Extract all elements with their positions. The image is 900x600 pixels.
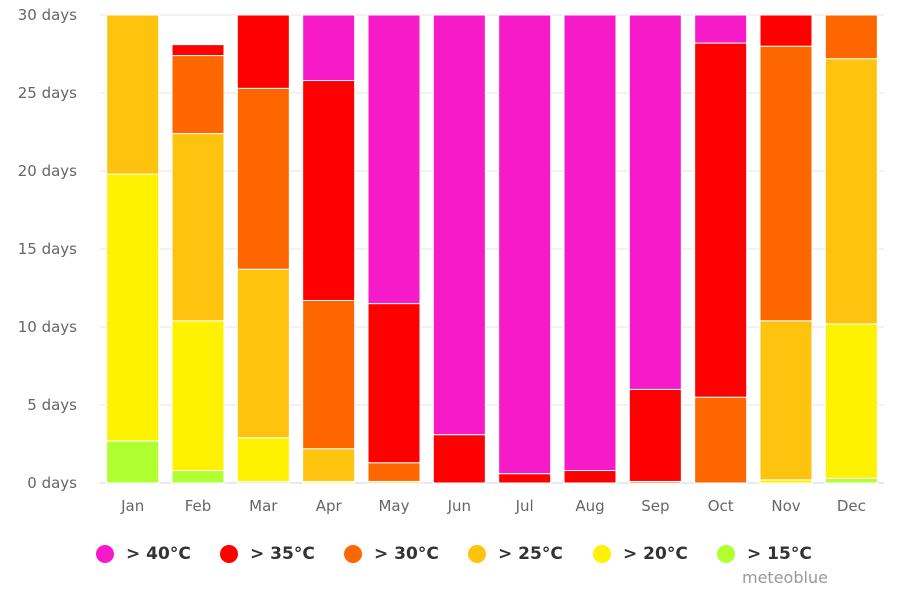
y-tick-label: 30 days bbox=[18, 6, 77, 24]
bar-segment bbox=[432, 434, 486, 484]
bar-segment bbox=[171, 44, 225, 57]
legend-item[interactable]: > 35°C bbox=[220, 540, 315, 568]
legend-dot-icon bbox=[220, 545, 238, 563]
bar-stack-oct bbox=[694, 14, 748, 484]
bar-segment bbox=[106, 440, 160, 484]
legend-dot-icon bbox=[344, 545, 362, 563]
stacked-bar-chart: 0 days 5 days 10 days 15 days 20 days 25 days… bbox=[18, 6, 884, 515]
legend-item[interactable]: > 30°C bbox=[344, 540, 439, 568]
y-tick-label: 5 days bbox=[27, 396, 77, 414]
bar-stack-jun bbox=[432, 14, 486, 484]
x-tick-label: May bbox=[378, 497, 409, 515]
bar-stack-nov bbox=[759, 14, 813, 484]
legend-item[interactable]: > 25°C bbox=[468, 540, 563, 568]
bar-segment bbox=[628, 388, 682, 482]
x-tick-label: Feb bbox=[185, 497, 212, 515]
x-tick-label: Jul bbox=[515, 497, 534, 515]
credit-meteoblue: meteoblue bbox=[742, 568, 828, 587]
legend-item[interactable]: > 15°C bbox=[717, 540, 812, 568]
bar-segment bbox=[498, 473, 552, 484]
bar-segment bbox=[367, 14, 421, 305]
bar-stack-aug bbox=[563, 14, 617, 484]
bar-segment bbox=[759, 14, 813, 47]
bar-segment bbox=[236, 87, 290, 270]
x-tick-label: Apr bbox=[316, 497, 343, 515]
x-tick-label: Mar bbox=[249, 497, 278, 515]
bar-segment bbox=[302, 299, 356, 450]
bar-segment bbox=[302, 14, 356, 82]
bar-segment bbox=[106, 173, 160, 442]
legend-dot-icon bbox=[96, 545, 114, 563]
y-tick-label: 25 days bbox=[18, 84, 77, 102]
legend-item[interactable]: > 20°C bbox=[593, 540, 688, 568]
bar-segment bbox=[432, 14, 486, 436]
x-tick-label: Jan bbox=[120, 497, 144, 515]
bar-segment bbox=[694, 396, 748, 484]
x-tick-label: Aug bbox=[575, 497, 604, 515]
legend-dot-icon bbox=[593, 545, 611, 563]
bar-segment bbox=[759, 320, 813, 481]
bar-segment bbox=[106, 14, 160, 175]
bar-stack-may bbox=[367, 14, 421, 484]
bar-segment bbox=[302, 80, 356, 301]
bar-segment bbox=[563, 14, 617, 472]
x-axis: Jan Feb Mar Apr May Jun Jul Aug Sep Oct Nov Dec bbox=[120, 497, 866, 515]
bar-segment bbox=[171, 320, 225, 472]
legend: > 40°C > 35°C > 30°C > 25°C > 20°C > 15°C bbox=[0, 540, 900, 568]
bar-segment bbox=[236, 268, 290, 439]
y-tick-label: 0 days bbox=[27, 474, 77, 492]
legend-item[interactable]: > 40°C bbox=[96, 540, 191, 568]
x-tick-label: Nov bbox=[771, 497, 800, 515]
y-tick-label: 10 days bbox=[18, 318, 77, 336]
bar-segment bbox=[367, 462, 421, 482]
bar-segment bbox=[824, 58, 878, 325]
bar-segment bbox=[171, 470, 225, 484]
grid-lines bbox=[100, 14, 884, 484]
bar-segment bbox=[694, 42, 748, 398]
legend-label: > 30°C bbox=[374, 544, 439, 564]
y-tick-label: 15 days bbox=[18, 240, 77, 258]
legend-label: > 20°C bbox=[623, 544, 688, 564]
bar-segment bbox=[824, 477, 878, 484]
legend-dot-icon bbox=[468, 545, 486, 563]
legend-dot-icon bbox=[717, 545, 735, 563]
bar-segment bbox=[694, 14, 748, 44]
bars bbox=[106, 14, 878, 484]
bar-stack-mar bbox=[236, 14, 290, 484]
x-tick-label: Sep bbox=[641, 497, 669, 515]
bar-stack-jul bbox=[498, 14, 552, 484]
bar-segment bbox=[824, 323, 878, 479]
bar-stack-feb bbox=[171, 44, 225, 484]
bar-segment bbox=[236, 437, 290, 482]
y-tick-label: 20 days bbox=[18, 162, 77, 180]
bar-segment bbox=[236, 14, 290, 89]
bar-segment bbox=[563, 470, 617, 484]
bar-segment bbox=[302, 448, 356, 482]
legend-label: > 15°C bbox=[747, 544, 812, 564]
bar-segment bbox=[824, 14, 878, 60]
bar-stack-dec bbox=[824, 14, 878, 484]
bar-segment bbox=[498, 14, 552, 475]
bar-stack-sep bbox=[628, 14, 682, 484]
x-tick-label: Dec bbox=[837, 497, 866, 515]
bar-segment bbox=[367, 303, 421, 464]
bar-stack-jan bbox=[106, 14, 160, 484]
legend-label: > 40°C bbox=[126, 544, 191, 564]
bar-segment bbox=[171, 55, 225, 135]
bar-stack-apr bbox=[302, 14, 356, 484]
legend-label: > 35°C bbox=[250, 544, 315, 564]
x-tick-label: Oct bbox=[708, 497, 734, 515]
bar-segment bbox=[628, 14, 682, 390]
legend-label: > 25°C bbox=[498, 544, 563, 564]
y-axis: 0 days 5 days 10 days 15 days 20 days 25 days… bbox=[18, 6, 77, 492]
bar-segment bbox=[759, 45, 813, 322]
bar-segment bbox=[171, 133, 225, 322]
x-tick-label: Jun bbox=[447, 497, 471, 515]
